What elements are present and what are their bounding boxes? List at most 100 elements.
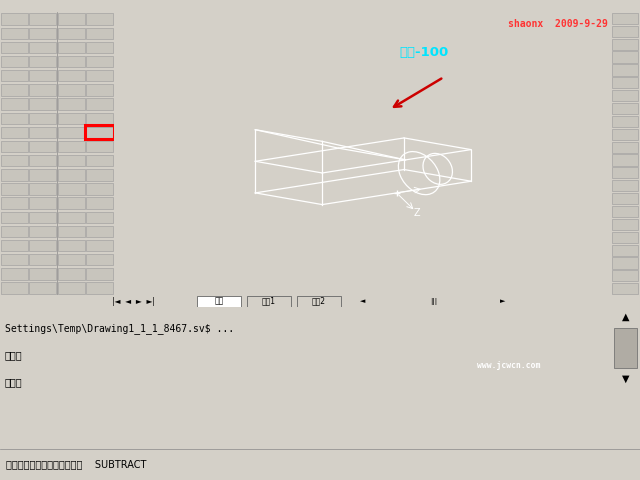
Bar xyxy=(612,283,638,294)
Bar xyxy=(86,70,113,82)
Bar xyxy=(29,268,56,280)
Bar xyxy=(86,98,113,110)
Bar xyxy=(1,141,28,152)
Bar xyxy=(58,42,85,53)
Bar xyxy=(29,56,56,67)
Bar xyxy=(1,254,28,265)
Bar xyxy=(612,270,638,281)
Bar xyxy=(86,169,113,180)
Bar xyxy=(612,90,638,101)
Text: 用差集创建组合面域或实体：    SUBTRACT: 用差集创建组合面域或实体： SUBTRACT xyxy=(6,459,147,469)
Bar xyxy=(612,64,638,75)
Bar xyxy=(58,268,85,280)
Bar xyxy=(58,141,85,152)
Bar xyxy=(86,56,113,67)
Bar xyxy=(612,116,638,127)
Text: 拉伸-100: 拉伸-100 xyxy=(399,46,449,59)
Bar xyxy=(58,197,85,209)
Bar xyxy=(58,183,85,195)
Bar xyxy=(29,226,56,237)
Bar xyxy=(29,240,56,252)
Bar xyxy=(612,26,638,37)
Bar xyxy=(58,70,85,82)
Text: Settings\Temp\Drawing1_1_1_8467.sv$ ...: Settings\Temp\Drawing1_1_1_8467.sv$ ... xyxy=(4,324,234,335)
Bar xyxy=(1,70,28,82)
Text: 布局1: 布局1 xyxy=(262,297,276,306)
Bar xyxy=(29,84,56,96)
Bar xyxy=(612,103,638,114)
Bar xyxy=(297,296,341,307)
Text: ◄: ◄ xyxy=(360,298,365,304)
Bar xyxy=(612,51,638,63)
Text: ►: ► xyxy=(500,298,506,304)
Bar xyxy=(58,112,85,124)
Bar xyxy=(86,197,113,209)
Text: 命令：: 命令： xyxy=(4,350,22,360)
Bar xyxy=(1,27,28,39)
Bar xyxy=(612,155,638,166)
Bar xyxy=(612,180,638,192)
Bar xyxy=(612,193,638,204)
Text: 模型: 模型 xyxy=(214,297,223,306)
Text: www.jcwcn.com: www.jcwcn.com xyxy=(477,361,541,370)
Bar xyxy=(29,27,56,39)
Bar xyxy=(29,197,56,209)
Bar xyxy=(1,42,28,53)
Bar xyxy=(612,38,638,50)
Bar xyxy=(612,232,638,243)
Bar xyxy=(1,56,28,67)
Bar xyxy=(86,127,113,138)
Bar xyxy=(247,296,291,307)
Bar xyxy=(614,328,637,369)
Bar xyxy=(29,169,56,180)
Bar xyxy=(1,155,28,167)
Bar xyxy=(1,212,28,223)
Bar xyxy=(86,127,113,138)
Bar xyxy=(1,226,28,237)
Bar xyxy=(612,142,638,153)
Bar xyxy=(58,56,85,67)
Bar xyxy=(86,27,113,39)
Text: 命令：: 命令： xyxy=(4,377,22,387)
Bar xyxy=(612,244,638,256)
Bar xyxy=(197,296,241,307)
Bar xyxy=(29,282,56,294)
Bar xyxy=(58,13,85,25)
Bar xyxy=(1,84,28,96)
Bar xyxy=(612,77,638,88)
Bar xyxy=(86,282,113,294)
Bar xyxy=(58,254,85,265)
Bar xyxy=(29,13,56,25)
Bar xyxy=(86,13,113,25)
Bar xyxy=(29,141,56,152)
Bar xyxy=(86,141,113,152)
Bar xyxy=(86,212,113,223)
Bar xyxy=(58,84,85,96)
Bar xyxy=(1,282,28,294)
Bar xyxy=(86,125,114,139)
Bar xyxy=(58,98,85,110)
Bar xyxy=(58,155,85,167)
Bar xyxy=(86,240,113,252)
Bar xyxy=(612,13,638,24)
Bar xyxy=(1,197,28,209)
Bar xyxy=(29,127,56,138)
Bar xyxy=(1,169,28,180)
Text: 布局2: 布局2 xyxy=(312,297,326,306)
Text: shaonx  2009-9-29: shaonx 2009-9-29 xyxy=(508,19,607,29)
Bar xyxy=(29,254,56,265)
Bar xyxy=(58,212,85,223)
Bar xyxy=(1,127,28,138)
Bar xyxy=(1,240,28,252)
Text: ▼: ▼ xyxy=(622,374,629,384)
Bar xyxy=(612,206,638,217)
Bar xyxy=(58,127,85,138)
Text: Z: Z xyxy=(413,208,420,218)
Bar xyxy=(612,168,638,179)
Bar xyxy=(86,155,113,167)
Bar xyxy=(29,42,56,53)
Bar xyxy=(86,254,113,265)
Bar xyxy=(86,226,113,237)
Bar xyxy=(612,219,638,230)
Bar xyxy=(29,112,56,124)
